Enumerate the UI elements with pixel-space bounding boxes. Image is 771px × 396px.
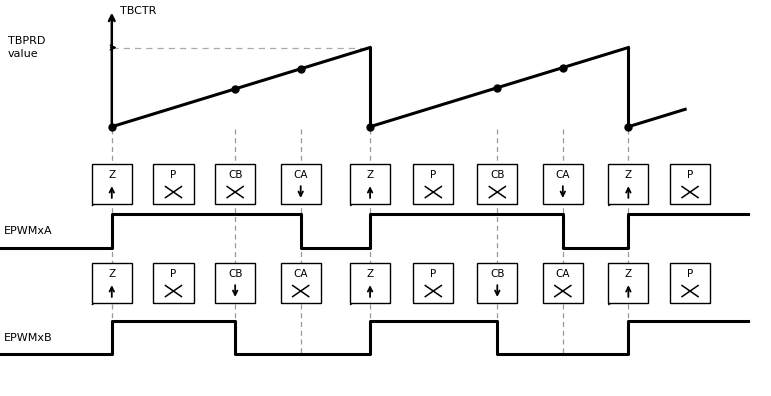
Text: P: P — [430, 269, 436, 280]
Text: CB: CB — [490, 269, 504, 280]
Text: CB: CB — [228, 269, 242, 280]
Text: Z: Z — [366, 269, 374, 280]
FancyBboxPatch shape — [153, 263, 194, 303]
Text: Z: Z — [625, 269, 632, 280]
Text: Z: Z — [625, 170, 632, 181]
FancyBboxPatch shape — [477, 164, 517, 204]
Text: CA: CA — [294, 170, 308, 181]
FancyBboxPatch shape — [281, 164, 321, 204]
Text: EPWMxA: EPWMxA — [4, 226, 52, 236]
Text: CB: CB — [490, 170, 504, 181]
FancyBboxPatch shape — [92, 164, 132, 204]
Text: TBCTR: TBCTR — [120, 6, 156, 16]
FancyBboxPatch shape — [215, 263, 255, 303]
Text: CB: CB — [228, 170, 242, 181]
Text: CA: CA — [556, 269, 570, 280]
Text: P: P — [687, 170, 693, 181]
FancyBboxPatch shape — [608, 164, 648, 204]
Text: EPWMxB: EPWMxB — [4, 333, 52, 343]
Text: Z: Z — [108, 170, 116, 181]
Text: CA: CA — [294, 269, 308, 280]
FancyBboxPatch shape — [670, 263, 710, 303]
FancyBboxPatch shape — [350, 263, 390, 303]
FancyBboxPatch shape — [281, 263, 321, 303]
Text: CA: CA — [556, 170, 570, 181]
FancyBboxPatch shape — [477, 263, 517, 303]
FancyBboxPatch shape — [543, 263, 583, 303]
FancyBboxPatch shape — [413, 263, 453, 303]
Text: P: P — [430, 170, 436, 181]
FancyBboxPatch shape — [153, 164, 194, 204]
Text: P: P — [170, 170, 177, 181]
FancyBboxPatch shape — [413, 164, 453, 204]
FancyBboxPatch shape — [608, 263, 648, 303]
FancyBboxPatch shape — [670, 164, 710, 204]
FancyBboxPatch shape — [350, 164, 390, 204]
Text: Z: Z — [108, 269, 116, 280]
Text: Z: Z — [366, 170, 374, 181]
Text: P: P — [687, 269, 693, 280]
FancyBboxPatch shape — [92, 263, 132, 303]
FancyBboxPatch shape — [543, 164, 583, 204]
FancyBboxPatch shape — [215, 164, 255, 204]
Text: TBPRD
value: TBPRD value — [8, 36, 45, 59]
Text: P: P — [170, 269, 177, 280]
